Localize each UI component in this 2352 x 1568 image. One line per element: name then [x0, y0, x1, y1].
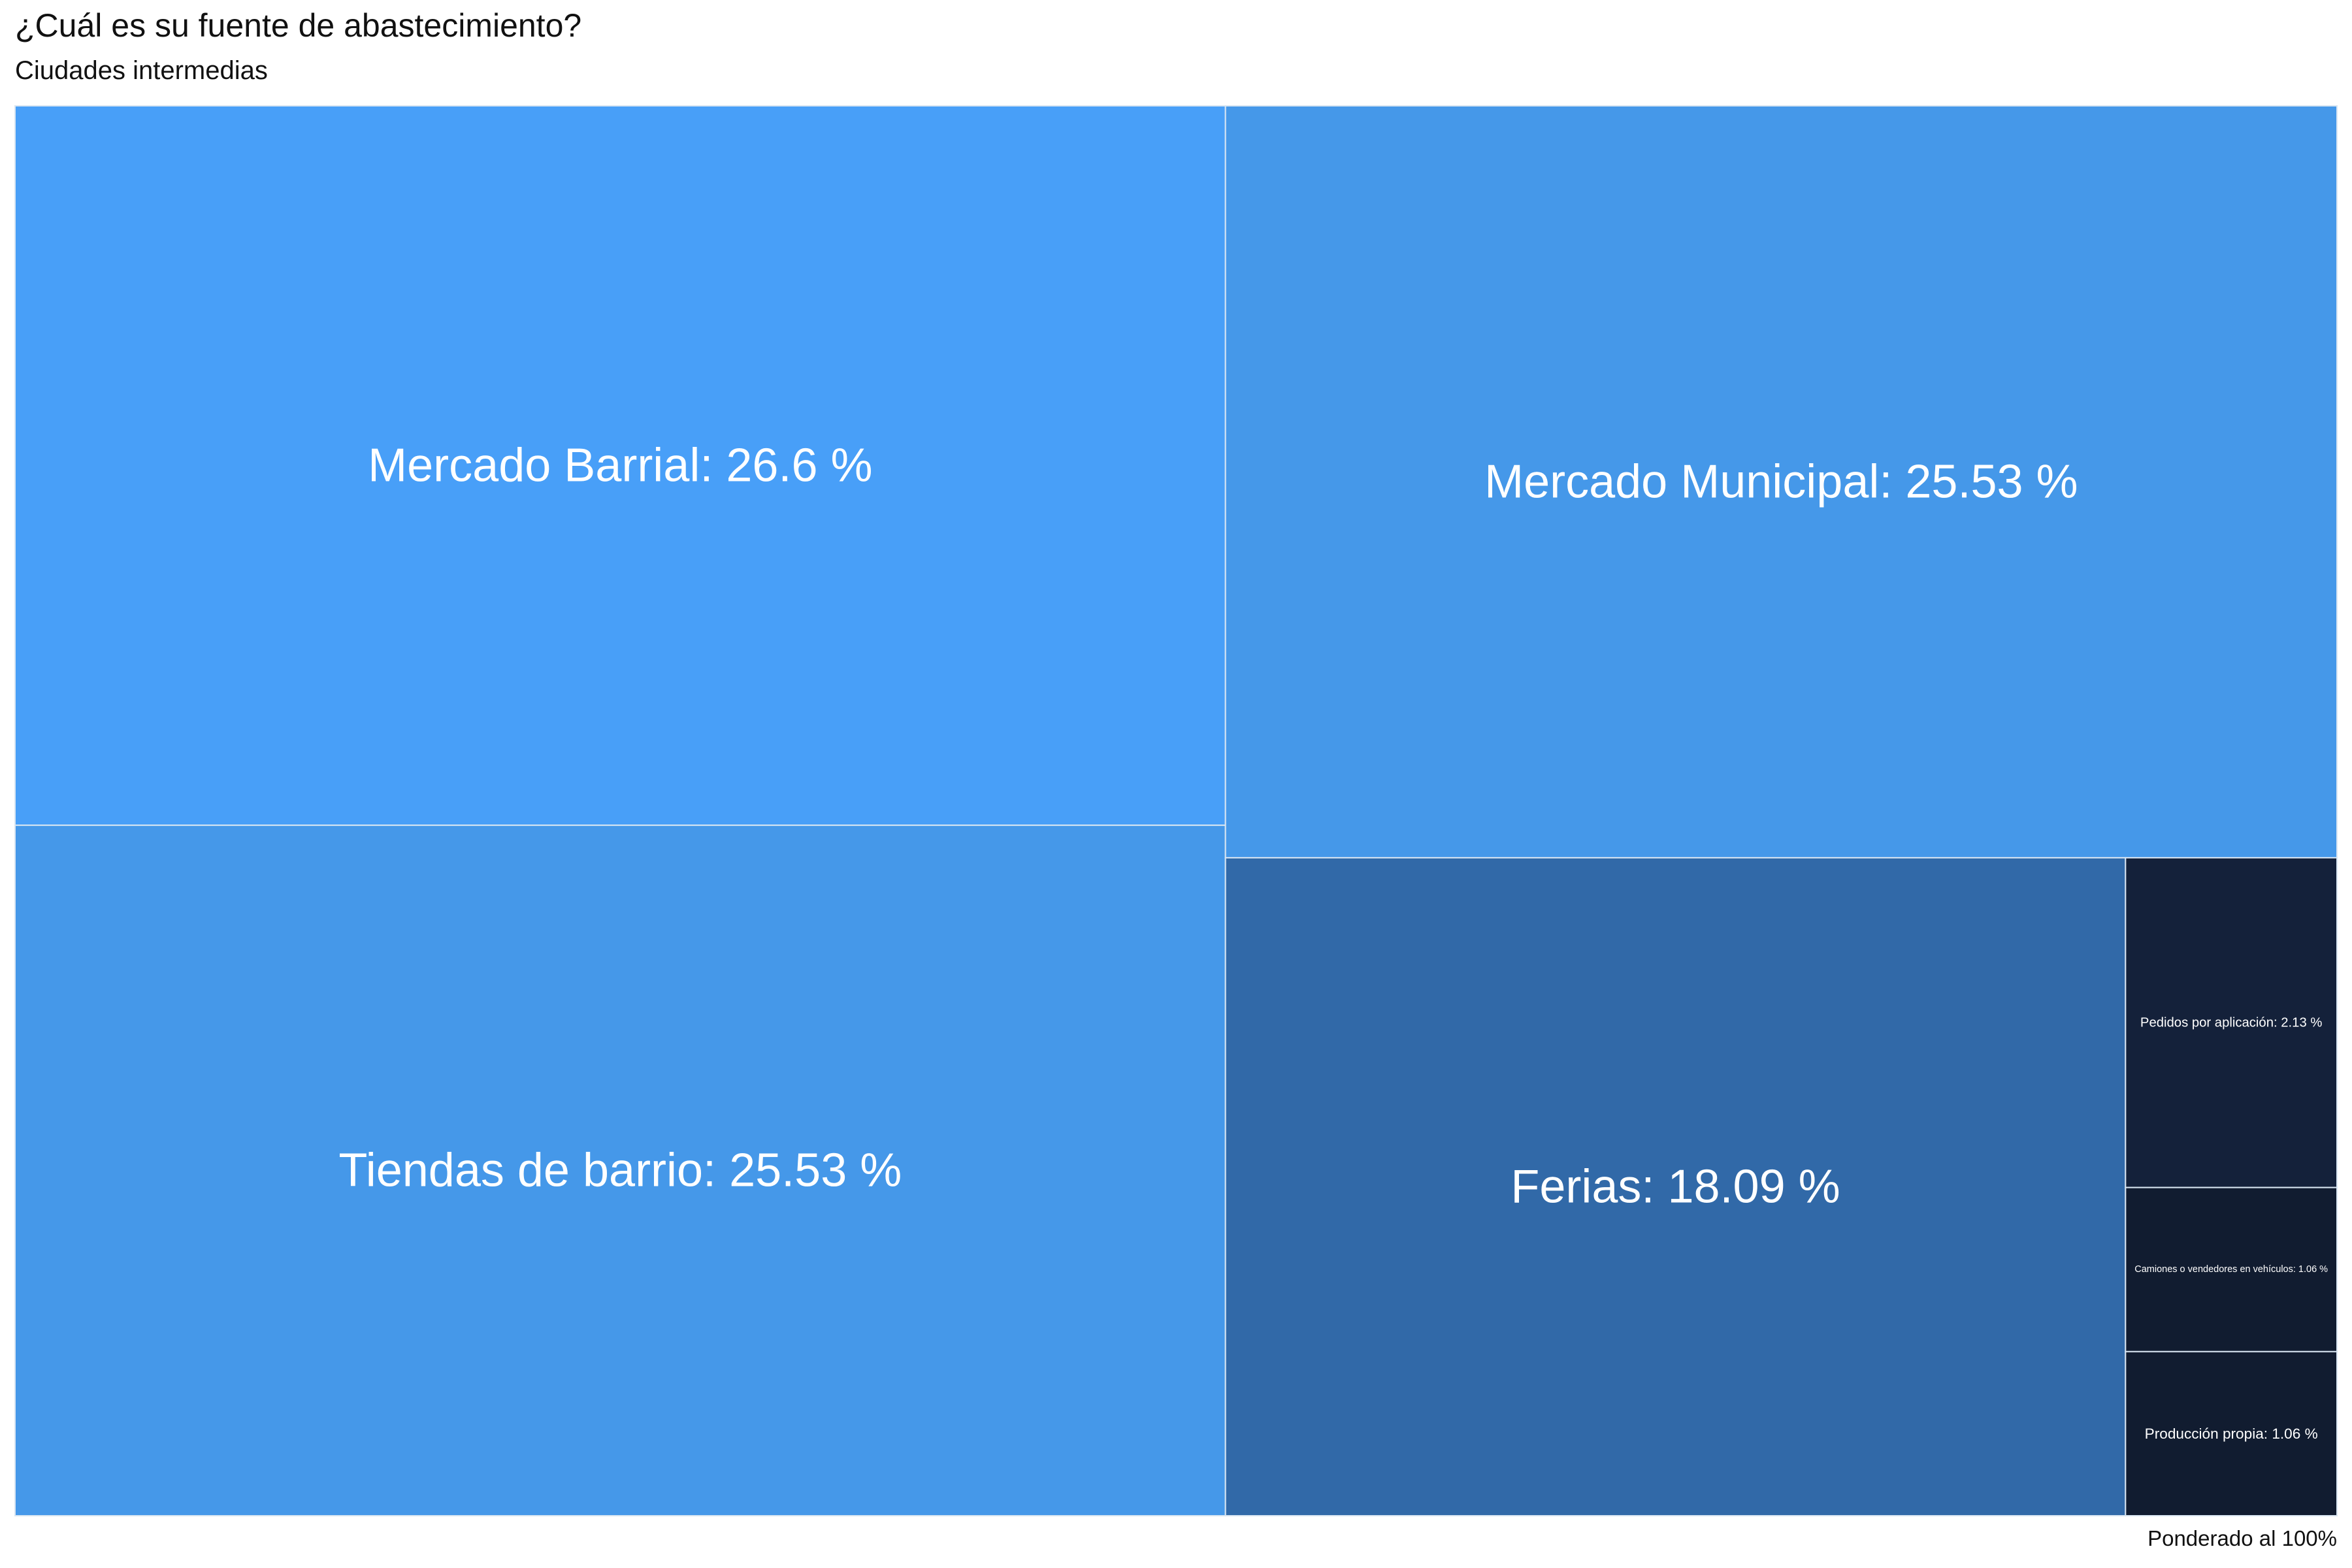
tile-label-ferias: Ferias: 18.09 %	[1511, 1160, 1840, 1213]
tile-label-mercado-barrial: Mercado Barrial: 26.6 %	[368, 440, 872, 492]
tile-ferias	[1224, 857, 2127, 1517]
tile-produccion-propia	[2125, 1350, 2338, 1516]
tile-label-produccion-propia: Producción propia: 1.06 %	[2145, 1426, 2318, 1442]
tile-pedidos-por-aplicacion	[2125, 857, 2338, 1188]
tile-tiendas-de-barrio	[14, 825, 1226, 1516]
tile-label-camiones-o-vendedores-en-vehiculos: Camiones o vendedores en vehículos: 1.06…	[2134, 1264, 2328, 1275]
tile-mercado-municipal	[1224, 105, 2338, 858]
chart-caption: Ponderado al 100%	[2148, 1526, 2337, 1550]
tile-mercado-barrial	[14, 105, 1226, 826]
tile-label-mercado-municipal: Mercado Municipal: 25.53 %	[1484, 455, 2078, 508]
tile-camiones-o-vendedores-en-vehiculos	[2125, 1186, 2338, 1352]
chart-subtitle: Ciudades intermedias	[15, 56, 268, 85]
chart-title: ¿Cuál es su fuente de abastecimiento?	[15, 7, 582, 44]
tile-label-pedidos-por-aplicacion: Pedidos por aplicación: 2.13 %	[2140, 1015, 2322, 1030]
tile-label-tiendas-de-barrio: Tiendas de barrio: 25.53 %	[338, 1145, 902, 1197]
